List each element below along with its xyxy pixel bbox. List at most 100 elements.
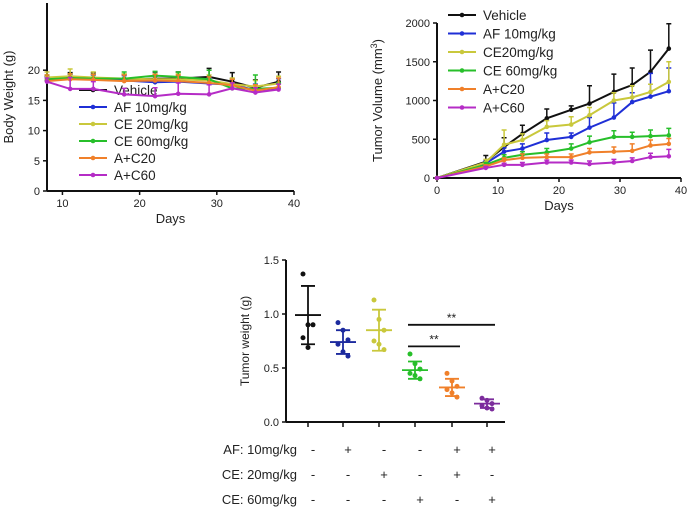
data-point <box>568 154 574 160</box>
data-point <box>444 387 450 393</box>
data-point <box>629 134 635 140</box>
data-point <box>568 134 574 140</box>
treatment-row-label: AF: 10mg/kg <box>223 442 297 457</box>
data-point <box>666 79 672 85</box>
legend-marker <box>90 138 96 144</box>
data-point <box>611 160 617 165</box>
data-point <box>520 162 525 168</box>
error-bar <box>611 102 617 118</box>
treatment-mark: + <box>488 442 496 457</box>
legend-label: A+C20 <box>483 82 525 97</box>
treatment-mark: - <box>346 467 350 482</box>
data-point <box>44 79 50 84</box>
legend-label: A+C20 <box>114 151 156 166</box>
legend-label: CE20mg/kg <box>483 45 554 60</box>
x-tick-label: 40 <box>288 198 300 210</box>
legend-marker <box>90 121 96 127</box>
y-axis-label-sup: 3 <box>369 43 379 48</box>
legend-label: CE 60mg/kg <box>483 64 557 79</box>
data-point <box>310 322 316 328</box>
x-axis-label: Days <box>544 198 574 213</box>
data-point <box>611 98 617 103</box>
treatment-mark: - <box>490 467 494 482</box>
data-point <box>407 370 413 376</box>
legend-label: AF 10mg/kg <box>483 27 556 42</box>
data-point <box>587 101 592 106</box>
error-bar <box>629 67 635 85</box>
data-point <box>335 341 341 347</box>
group-3 <box>402 351 428 382</box>
mean-sd-bar <box>295 285 321 346</box>
mean-sd-bar <box>330 329 356 355</box>
data-point <box>648 89 653 95</box>
group-1 <box>330 320 356 359</box>
tumor-weight-panel: 0.0 0.5 1.0 1.5 Tumor weight (g) ** ** AF: 10mg… <box>222 255 505 507</box>
treatment-row-label: CE: 60mg/kg <box>222 492 297 507</box>
treatment-mark: - <box>382 442 386 457</box>
data-point <box>345 353 351 359</box>
y-axis-label: Tumor weight (g) <box>238 296 252 386</box>
treatment-mark: + <box>416 492 424 507</box>
data-point <box>407 351 413 357</box>
legend-marker <box>90 104 96 110</box>
group-5 <box>474 395 500 412</box>
group-0 <box>295 271 321 350</box>
data-point <box>568 122 574 127</box>
legend-marker <box>90 155 96 161</box>
data-point <box>501 157 507 163</box>
legend-marker <box>459 86 465 92</box>
y-tick-label: 2000 <box>406 18 430 30</box>
y-tick-label: 0 <box>424 173 430 185</box>
group-4 <box>439 370 465 400</box>
data-point <box>520 155 525 161</box>
data-point <box>501 142 507 147</box>
legend-marker <box>459 31 465 36</box>
mean-sd-bar <box>474 398 500 409</box>
data-point <box>300 271 306 277</box>
data-point <box>300 335 306 341</box>
y-tick-label: 20 <box>28 65 40 77</box>
data-point <box>520 146 525 151</box>
data-point <box>587 150 592 155</box>
data-point <box>666 88 672 94</box>
data-point <box>648 154 653 160</box>
series-line <box>436 90 670 179</box>
treatment-mark: - <box>311 467 315 482</box>
legend-marker <box>90 172 96 178</box>
data-point <box>229 86 235 91</box>
treatment-mark: - <box>311 442 315 457</box>
mean-sd-bar <box>439 377 465 397</box>
mean-sd-bar <box>402 360 428 380</box>
data-point <box>587 125 592 130</box>
x-tick-label: 10 <box>56 198 68 210</box>
series-5 <box>434 148 672 181</box>
treatment-mark: + <box>453 467 461 482</box>
data-point <box>587 161 592 167</box>
data-point <box>629 148 635 154</box>
data-point <box>587 140 592 145</box>
legend-label: Vehicle <box>483 8 527 23</box>
data-point <box>91 86 96 92</box>
series-3 <box>434 127 672 181</box>
data-point <box>587 112 592 118</box>
y-tick-label: 0 <box>34 186 40 198</box>
x-tick-label: 10 <box>492 185 504 197</box>
data-point <box>544 124 550 130</box>
data-point <box>152 78 158 83</box>
data-point <box>479 403 485 409</box>
x-tick-label: 20 <box>134 198 146 210</box>
y-tick-label: 0.0 <box>264 417 279 429</box>
series-line <box>46 75 279 88</box>
treatment-row-label: CE: 20mg/kg <box>222 467 297 482</box>
data-point <box>276 87 281 92</box>
data-point <box>121 78 127 84</box>
series-2 <box>434 61 672 181</box>
data-point <box>67 86 73 92</box>
x-axis-label: Days <box>156 211 186 226</box>
data-point <box>253 90 258 95</box>
data-point <box>544 154 550 160</box>
data-point <box>568 146 574 151</box>
y-tick-label: 15 <box>28 95 40 107</box>
error-bar <box>666 61 672 82</box>
